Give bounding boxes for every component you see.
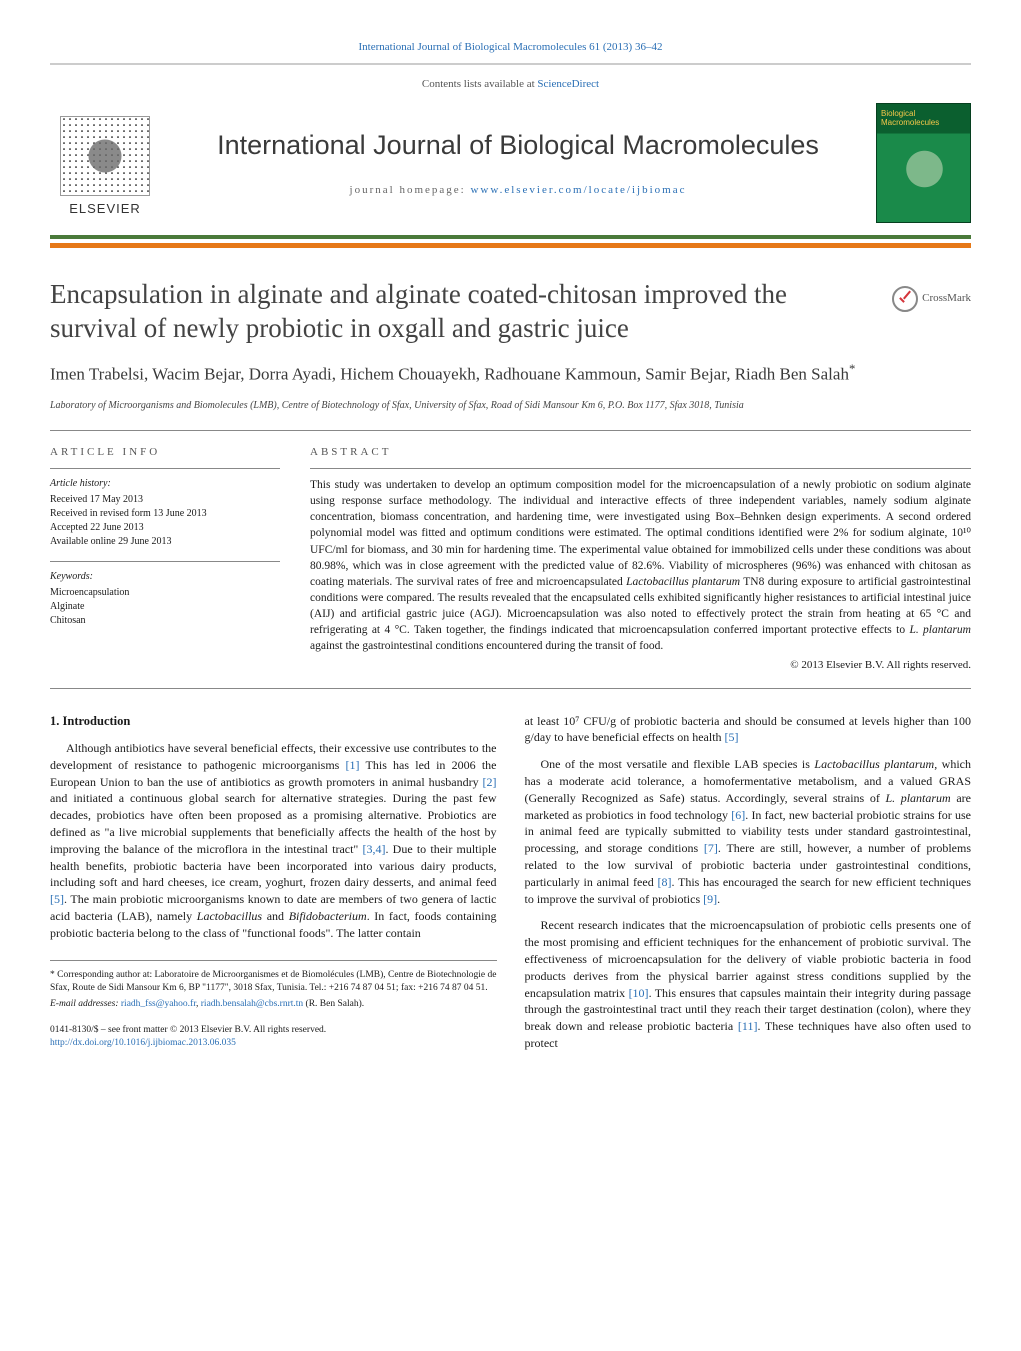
abstract-text: This study was undertaken to develop an … [310, 477, 971, 654]
doi-link[interactable]: http://dx.doi.org/10.1016/j.ijbiomac.201… [50, 1038, 236, 1048]
contents-prefix: Contents lists available at [422, 78, 537, 90]
cover-label: BiologicalMacromolecules [881, 110, 939, 128]
cover-image-icon [887, 144, 962, 194]
sciencedirect-link[interactable]: ScienceDirect [537, 78, 599, 90]
journal-homepage: journal homepage: www.elsevier.com/locat… [180, 183, 856, 198]
abstract-heading: ABSTRACT [310, 445, 971, 460]
email-link-1[interactable]: riadh_fss@yahoo.fr [121, 999, 196, 1009]
history-revised: Received in revised form 13 June 2013 [50, 507, 280, 521]
article-info-block: ARTICLE INFO Article history: Received 1… [50, 445, 280, 674]
email-suffix: (R. Ben Salah). [303, 999, 364, 1009]
corr-footnote: * Corresponding author at: Laboratoire d… [50, 969, 497, 996]
right-column: at least 10⁷ CFU/g of probiotic bacteria… [525, 713, 972, 1062]
keywords-label: Keywords: [50, 570, 280, 584]
affiliation: Laboratory of Microorganisms and Biomole… [50, 399, 971, 412]
body-columns: 1. Introduction Although antibiotics hav… [50, 713, 971, 1062]
abstract-block: ABSTRACT This study was undertaken to de… [310, 445, 971, 674]
keyword-2: Alginate [50, 600, 280, 614]
author-list: Imen Trabelsi, Wacim Bejar, Dorra Ayadi,… [50, 361, 971, 386]
crossmark-icon [892, 286, 918, 312]
journal-cover-thumb: BiologicalMacromolecules [876, 103, 971, 223]
footnotes: * Corresponding author at: Laboratoire d… [50, 960, 497, 1012]
elsevier-label: ELSEVIER [69, 200, 141, 218]
contents-line: Contents lists available at ScienceDirec… [50, 77, 971, 92]
article-title: Encapsulation in alginate and alginate c… [50, 278, 872, 346]
email-footnote: E-mail addresses: riadh_fss@yahoo.fr, ri… [50, 998, 497, 1011]
journal-title: International Journal of Biological Macr… [180, 127, 856, 165]
history-received: Received 17 May 2013 [50, 493, 280, 507]
article-info-heading: ARTICLE INFO [50, 445, 280, 460]
intro-heading: 1. Introduction [50, 713, 497, 731]
issue-citation: International Journal of Biological Macr… [50, 40, 971, 55]
abstract-copyright: © 2013 Elsevier B.V. All rights reserved… [310, 658, 971, 673]
intro-para-1: Although antibiotics have several benefi… [50, 740, 497, 942]
email-link-2[interactable]: riadh.bensalah@cbs.rnrt.tn [201, 999, 303, 1009]
crossmark-badge[interactable]: CrossMark [892, 286, 971, 312]
issn-line: 0141-8130/$ – see front matter © 2013 El… [50, 1024, 497, 1037]
homepage-link[interactable]: www.elsevier.com/locate/ijbiomac [470, 184, 686, 196]
right-para-3: Recent research indicates that the micro… [525, 917, 972, 1051]
keyword-1: Microencapsulation [50, 586, 280, 600]
elsevier-tree-icon [60, 116, 150, 196]
history-online: Available online 29 June 2013 [50, 535, 280, 549]
right-para-1: at least 10⁷ CFU/g of probiotic bacteria… [525, 713, 972, 747]
bottom-meta: 0141-8130/$ – see front matter © 2013 El… [50, 1024, 497, 1051]
orange-divider [50, 243, 971, 248]
corr-marker: * [849, 362, 855, 376]
right-para-2: One of the most versatile and flexible L… [525, 756, 972, 907]
crossmark-label: CrossMark [922, 291, 971, 306]
email-label: E-mail addresses: [50, 999, 121, 1009]
keyword-3: Chitosan [50, 614, 280, 628]
homepage-prefix: journal homepage: [350, 184, 471, 196]
history-label: Article history: [50, 477, 280, 491]
history-accepted: Accepted 22 June 2013 [50, 521, 280, 535]
journal-header-band: Contents lists available at ScienceDirec… [50, 63, 971, 238]
issue-link[interactable]: International Journal of Biological Macr… [359, 41, 663, 53]
elsevier-logo: ELSEVIER [50, 108, 160, 218]
left-column: 1. Introduction Although antibiotics hav… [50, 713, 497, 1062]
